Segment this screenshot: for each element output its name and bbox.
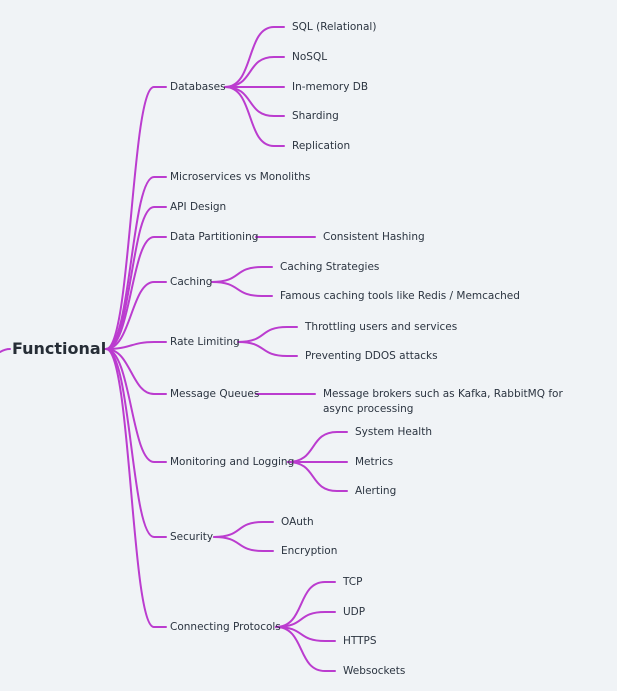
branch-connecting-protocols: Connecting Protocols [170,621,281,633]
branch-caching: Caching [170,276,213,288]
root-node-label: Functional [12,339,107,358]
leaf-websockets: Websockets [343,665,406,677]
branch-rate-limiting: Rate Limiting [170,336,240,348]
leaf-nosql: NoSQL [292,51,328,63]
edge-security-to-oauth [213,521,274,538]
edge-connecting-protocols-to-tcp [275,581,336,628]
edge-databases-to-sharding [224,86,285,117]
leaf-metrics: Metrics [355,456,394,468]
edge-monitoring-and-logging-to-system-health [287,431,348,463]
leaf-throttling-users-and-services: Throttling users and services [305,321,458,333]
edge-rate-limiting-to-throttling-users-and-services [237,326,298,343]
leaf-tcp: TCP [343,576,363,588]
edge-root-to-microservices-vs-monoliths [105,176,167,350]
edge-caching-to-caching-strategies [211,266,273,283]
edge-databases-to-nosql [224,56,285,88]
leaf-preventing-ddos-attacks: Preventing DDOS attacks [305,350,438,362]
leaf-sharding: Sharding [292,110,339,122]
edge-rate-limiting-to-preventing-ddos-attacks [237,341,298,357]
leaf-encryption: Encryption [281,545,338,557]
leaf-system-health: System Health [355,426,432,438]
branch-databases: Databases [170,81,226,93]
edge-root-to-rate-limiting [105,341,167,350]
branch-security: Security [170,531,214,543]
branch-api-design: API Design [170,201,227,213]
leaf-udp: UDP [343,606,366,618]
branch-monitoring-and-logging: Monitoring and Logging [170,456,295,468]
leaf-message-brokers-such-as-kafka-rabbitmq-for-async-processing: Message brokers such as Kafka, RabbitMQ … [323,388,563,415]
edge-root-to-security [105,348,167,538]
leaf-oauth: OAuth [281,516,314,528]
edge-connecting-protocols-to-websockets [275,626,336,672]
edge-databases-to-replication [224,86,285,147]
leaf-replication: Replication [292,140,351,152]
edge-caching-to-famous-caching-tools-like-redis-memcached [211,281,273,297]
branch-data-partitioning: Data Partitioning [170,231,259,243]
leaf-consistent-hashing: Consistent Hashing [323,231,425,243]
branch-microservices-vs-monoliths: Microservices vs Monoliths [170,171,311,183]
edge-root-to-message-queues [105,348,167,395]
root-incoming-edge [0,348,11,353]
edge-root-to-caching [105,281,167,350]
leaf-caching-strategies: Caching Strategies [280,261,380,273]
edge-databases-to-sql-relational [224,26,285,88]
leaf-https: HTTPS [343,635,377,647]
branch-message-queues: Message Queues [170,388,260,400]
edge-root-to-databases [105,86,167,350]
edge-root-to-connecting-protocols [105,348,167,628]
leaf-in-memory-db: In-memory DB [292,81,369,93]
leaf-famous-caching-tools-like-redis-memcached: Famous caching tools like Redis / Memcac… [280,290,520,302]
edge-monitoring-and-logging-to-alerting [287,461,348,492]
edge-root-to-monitoring-and-logging [105,348,167,463]
leaf-sql-relational: SQL (Relational) [292,21,377,33]
edge-security-to-encryption [213,536,274,552]
edge-root-to-data-partitioning [105,236,167,350]
leaf-alerting: Alerting [355,485,397,497]
